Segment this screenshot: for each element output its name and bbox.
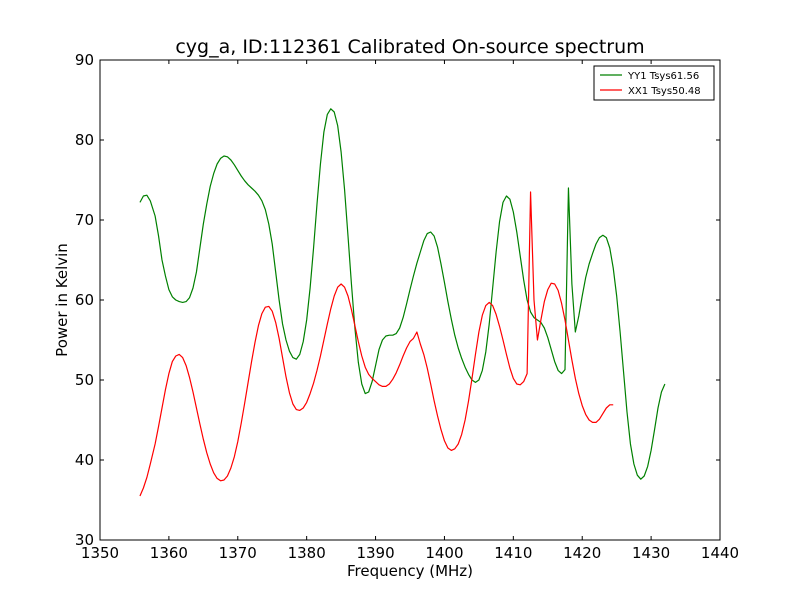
y-tick-label: 30 bbox=[75, 531, 94, 549]
legend-box bbox=[593, 65, 715, 101]
legend: YY1 Tsys61.56 XX1 Tsys50.48 bbox=[593, 65, 715, 101]
series-line-0 bbox=[139, 108, 666, 480]
x-tick-label: 1440 bbox=[701, 544, 739, 562]
x-tick-label: 1390 bbox=[356, 544, 394, 562]
x-tick-label: 1420 bbox=[563, 544, 601, 562]
y-tick-label: 50 bbox=[75, 371, 94, 389]
x-tick-label: 1400 bbox=[425, 544, 463, 562]
y-tick-label: 90 bbox=[75, 51, 94, 69]
series-line-1 bbox=[139, 191, 614, 497]
x-tick-label: 1410 bbox=[494, 544, 532, 562]
x-tick-label: 1380 bbox=[288, 544, 326, 562]
x-tick-label: 1360 bbox=[150, 544, 188, 562]
x-tick-label: 1370 bbox=[219, 544, 257, 562]
y-tick-label: 40 bbox=[75, 451, 94, 469]
x-axis-label: Frequency (MHz) bbox=[347, 562, 473, 580]
x-tick-label: 1350 bbox=[81, 544, 119, 562]
legend-label-1: XX1 Tsys50.48 bbox=[628, 86, 701, 97]
legend-label-0: YY1 Tsys61.56 bbox=[627, 71, 699, 82]
y-axis-label: Power in Kelvin bbox=[53, 243, 71, 357]
ticks-layer: 1350 1360 1370 1380 1390 1400 1410 1420 1430 1440… bbox=[75, 51, 739, 562]
y-tick-label: 70 bbox=[75, 211, 94, 229]
y-tick-label: 80 bbox=[75, 131, 94, 149]
series-layer bbox=[139, 108, 666, 497]
chart-title: cyg_a, ID:112361 Calibrated On-source sp… bbox=[175, 36, 644, 58]
y-tick-label: 60 bbox=[75, 291, 94, 309]
x-tick-label: 1430 bbox=[632, 544, 670, 562]
